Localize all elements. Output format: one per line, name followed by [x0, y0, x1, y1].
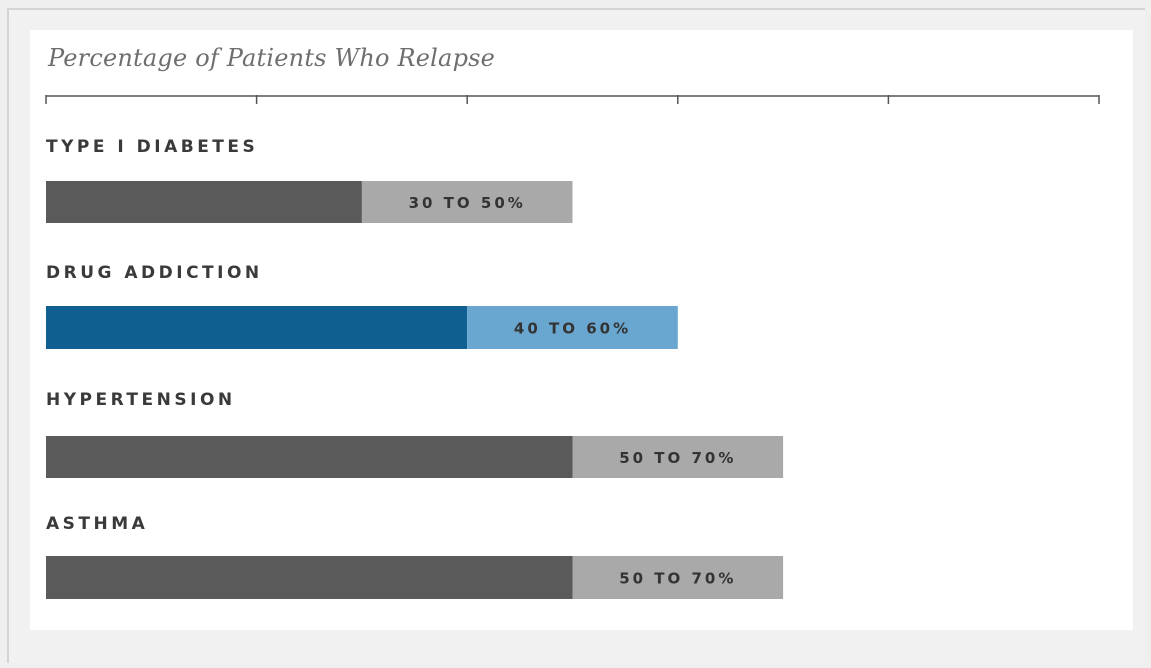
chart-title: Percentage of Patients Who Relapse — [48, 44, 496, 72]
range-label-2: 40 TO 60% — [514, 320, 631, 338]
bar-low-2 — [46, 306, 468, 349]
bar-range-4 — [572, 556, 784, 599]
category-label-3: HYPERTENSION — [46, 390, 236, 410]
range-label-4: 50 TO 70% — [619, 570, 736, 588]
bar-range-1 — [361, 181, 573, 223]
bar-low-1 — [46, 181, 362, 223]
category-label-1: TYPE I DIABETES — [46, 137, 258, 157]
range-label-3: 50 TO 70% — [619, 449, 736, 467]
bar-low-3 — [46, 436, 573, 478]
range-label-1: 30 TO 50% — [409, 194, 526, 212]
bar-low-4 — [46, 556, 573, 599]
bar-range-3 — [572, 436, 784, 478]
category-label-2: DRUG ADDICTION — [46, 263, 263, 283]
category-label-4: ASTHMA — [46, 514, 148, 534]
bar-range-2 — [467, 306, 678, 349]
